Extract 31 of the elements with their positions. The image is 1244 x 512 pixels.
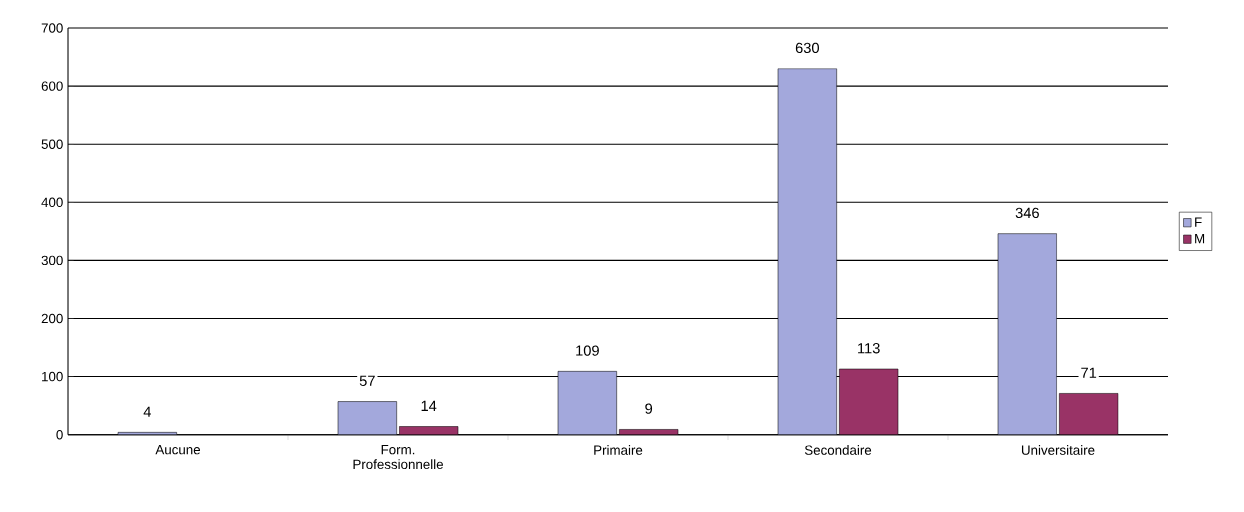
- y-tick-label: 300: [41, 255, 63, 266]
- data-label: 109: [576, 345, 599, 356]
- data-label: 630: [795, 42, 819, 54]
- bar: [1059, 393, 1119, 435]
- x-tick-label: Primaire: [594, 445, 643, 455]
- bar: [557, 371, 617, 435]
- data-label: 4: [143, 406, 151, 417]
- x-tick-label: Aucune: [155, 445, 201, 455]
- bar: [619, 429, 679, 435]
- x-tick-label: Form. Professionnelle: [353, 445, 443, 470]
- y-tick-label: 700: [41, 23, 63, 33]
- legend-label: M: [1195, 234, 1205, 244]
- data-label: 14: [421, 400, 437, 411]
- y-tick-label: 100: [42, 371, 63, 382]
- bar: [997, 233, 1057, 435]
- y-tick-label: 500: [41, 139, 63, 149]
- x-tick-label: Secondaire: [804, 445, 872, 455]
- bar: [399, 426, 459, 435]
- data-label: 346: [1015, 207, 1039, 219]
- data-label: 57: [359, 375, 375, 386]
- data-label: 113: [858, 343, 880, 354]
- x-tick-label: Universitaire: [1021, 445, 1095, 455]
- data-label: 9: [645, 403, 653, 414]
- bar: [337, 401, 397, 435]
- y-tick-label: 0: [56, 429, 63, 440]
- y-tick-label: 200: [41, 313, 63, 324]
- bar: [777, 68, 837, 435]
- y-tick-label: 600: [41, 81, 63, 91]
- y-tick-label: 400: [41, 197, 63, 208]
- legend-label: F: [1195, 217, 1202, 227]
- data-label: 71: [1081, 367, 1097, 378]
